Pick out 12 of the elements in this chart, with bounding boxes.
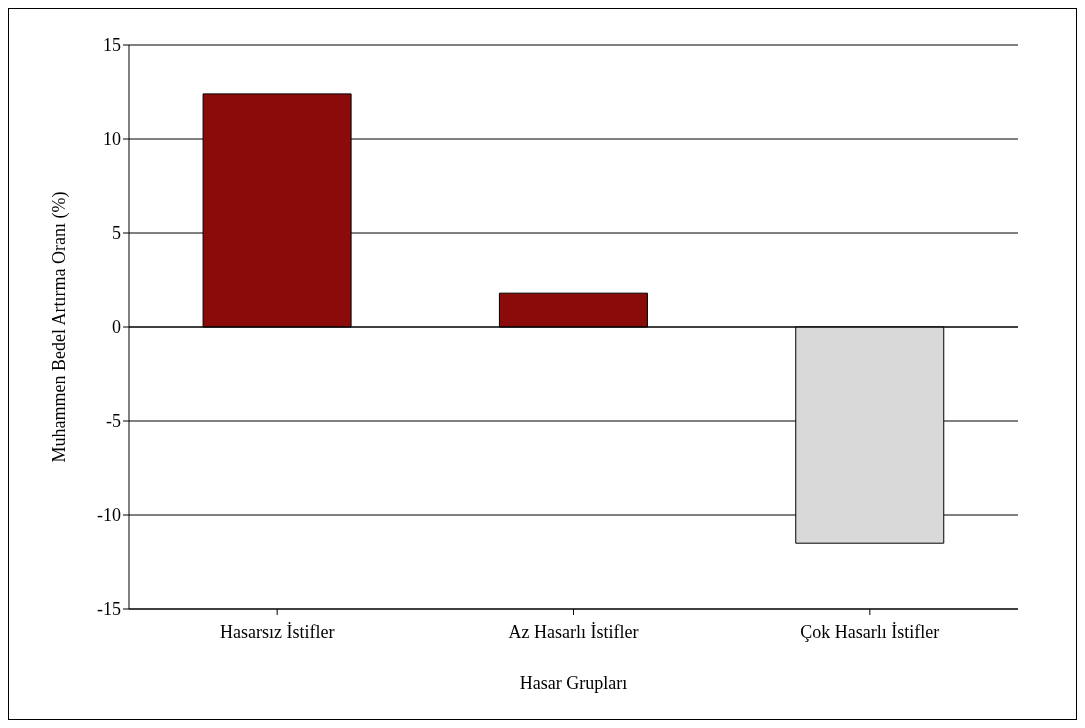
y-tick-label: 5 [112,223,121,244]
x-axis-title: Hasar Grupları [519,673,628,693]
x-tick-label: Az Hasarlı İstifler [508,621,639,642]
x-tick-label: Çok Hasarlı İstifler [800,621,940,642]
y-axis-title: Muhammen Bedel Artırma Oranı (%) [49,191,71,463]
y-tick-label: 15 [103,35,121,56]
y-tick-label: -15 [97,599,121,620]
y-tick-label: -10 [97,505,121,526]
y-tick-label: -5 [106,411,121,432]
x-tick-label: Hasarsız İstifler [219,621,335,642]
y-tick-label: 10 [103,129,121,150]
y-tick-label: 0 [112,317,121,338]
